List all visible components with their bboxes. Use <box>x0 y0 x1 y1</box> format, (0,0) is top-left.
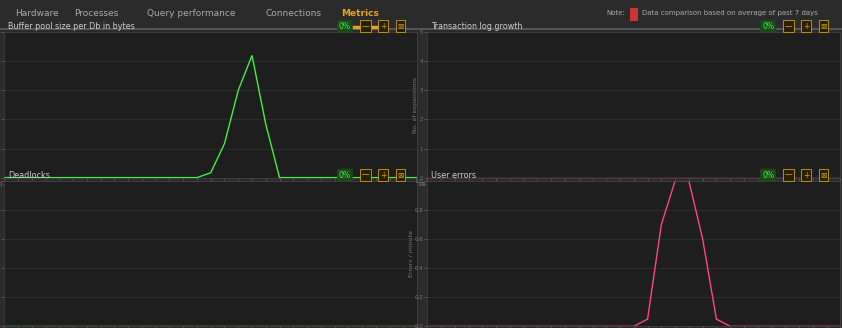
Text: 0%: 0% <box>339 22 351 31</box>
Text: 0%: 0% <box>762 22 774 31</box>
X-axis label: Time: Time <box>201 188 220 197</box>
Text: User errors: User errors <box>431 171 477 179</box>
Text: 0%: 0% <box>762 171 774 179</box>
Text: Transaction log growth: Transaction log growth <box>431 22 523 31</box>
Y-axis label: No. of expansions: No. of expansions <box>413 77 418 133</box>
Text: —: — <box>362 22 370 31</box>
Text: +: + <box>380 171 386 179</box>
Bar <box>0 28 842 30</box>
Text: Connections: Connections <box>265 9 322 18</box>
Text: Metrics: Metrics <box>341 9 379 18</box>
Text: Note:: Note: <box>606 10 625 16</box>
Text: Buffer pool size per Db in bytes: Buffer pool size per Db in bytes <box>8 22 135 31</box>
X-axis label: Time: Time <box>625 188 643 197</box>
Y-axis label: Errors / minute: Errors / minute <box>408 230 413 277</box>
Text: ⊠: ⊠ <box>397 171 403 179</box>
Text: +: + <box>380 22 386 31</box>
Text: +: + <box>803 171 809 179</box>
Text: ⊠: ⊠ <box>820 22 827 31</box>
Text: Hardware: Hardware <box>15 9 59 18</box>
Text: ⊠: ⊠ <box>820 171 827 179</box>
Text: +: + <box>803 22 809 31</box>
Text: ⊠: ⊠ <box>397 22 403 31</box>
Text: Data comparison based on average of past 7 days: Data comparison based on average of past… <box>642 10 818 16</box>
Text: —: — <box>785 171 792 179</box>
Text: Query performance: Query performance <box>147 9 236 18</box>
Text: —: — <box>362 171 370 179</box>
Text: Processes: Processes <box>74 9 119 18</box>
Text: 0%: 0% <box>339 171 351 179</box>
Text: —: — <box>785 22 792 31</box>
Bar <box>630 8 638 21</box>
Text: Deadlocks: Deadlocks <box>8 171 51 179</box>
